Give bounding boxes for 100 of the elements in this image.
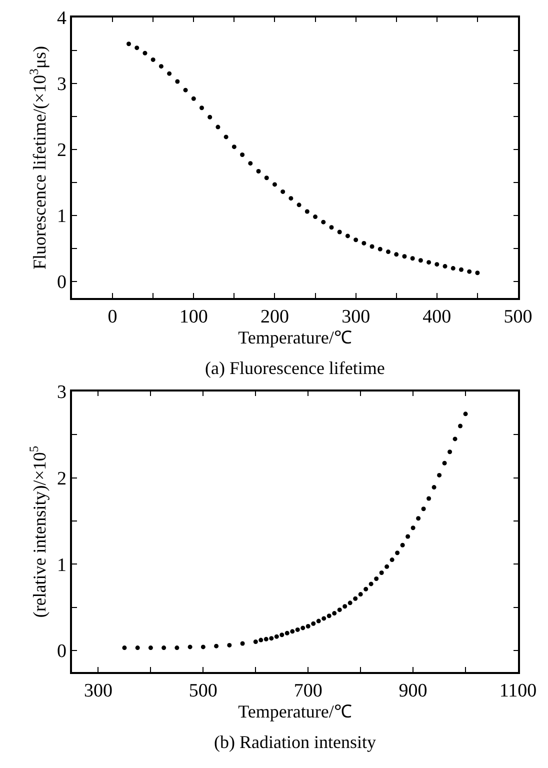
point: [458, 424, 463, 428]
text: (b) Radiation intensity: [214, 732, 376, 752]
point: [329, 225, 334, 230]
point: [418, 258, 423, 263]
point: [306, 624, 310, 628]
x-axis-title: Temperature/℃: [238, 702, 352, 722]
point: [432, 485, 436, 490]
point: [200, 106, 204, 110]
point: [342, 604, 348, 609]
point: [337, 230, 342, 234]
point: [400, 542, 405, 548]
point: [162, 646, 166, 650]
point: [410, 256, 415, 261]
point: [253, 640, 258, 644]
point: [200, 644, 206, 650]
point: [437, 472, 442, 478]
point: [390, 558, 394, 562]
x-tick-label: 100: [179, 306, 208, 328]
point: [406, 534, 410, 539]
point: [227, 642, 232, 648]
x-tick-label: 200: [260, 306, 289, 328]
point: [240, 152, 245, 158]
text: (a) Fluorescence lifetime: [205, 358, 385, 378]
point: [410, 526, 416, 530]
point: [394, 252, 399, 257]
point: [448, 450, 452, 454]
point: [296, 202, 302, 208]
point: [148, 646, 153, 650]
point: [290, 629, 295, 634]
point: [416, 516, 421, 521]
point: [337, 608, 342, 612]
point: [167, 71, 172, 76]
point: [304, 209, 310, 214]
point: [175, 79, 180, 84]
x-tick-label: 0: [108, 306, 118, 328]
point: [374, 576, 379, 582]
point: [395, 550, 400, 556]
point: [434, 262, 440, 267]
point: [452, 436, 458, 442]
point: [272, 182, 277, 187]
point: [322, 616, 326, 621]
y-tick-label: 2: [56, 140, 66, 162]
point: [316, 618, 321, 624]
point: [353, 596, 358, 601]
point: [358, 592, 363, 597]
point: [134, 46, 140, 50]
point: [216, 124, 220, 130]
y-tick-label: 1: [56, 206, 66, 228]
y-tick-label: 3: [56, 382, 66, 404]
point: [300, 626, 306, 630]
y-tick-label: 2: [56, 468, 66, 490]
point: [370, 244, 374, 249]
y-tick-label: 4: [56, 8, 67, 30]
point: [284, 630, 290, 636]
point: [183, 88, 188, 92]
point: [442, 264, 448, 269]
point: [240, 641, 245, 646]
point: [426, 496, 432, 501]
point: [280, 189, 286, 194]
point: [379, 570, 384, 575]
point: [326, 614, 332, 618]
point: [158, 64, 164, 69]
point: [458, 267, 464, 272]
point: [384, 564, 390, 569]
point: [214, 644, 219, 648]
point: [313, 214, 318, 220]
point: [256, 169, 261, 174]
y-tick-label: 1: [56, 554, 66, 576]
point: [450, 266, 456, 271]
point: [421, 506, 426, 512]
point: [426, 260, 432, 265]
point: [463, 412, 468, 416]
x-tick-label: 700: [294, 680, 322, 702]
point: [274, 634, 279, 639]
point: [280, 632, 284, 638]
x-tick-label: 1100: [499, 680, 537, 702]
point: [354, 238, 358, 242]
x-tick-label: 900: [398, 680, 428, 702]
point: [345, 234, 350, 238]
point: [378, 246, 382, 252]
x-tick-label: 300: [84, 680, 112, 702]
point: [248, 161, 253, 166]
point: [475, 270, 480, 276]
point: [402, 254, 407, 259]
point: [364, 586, 368, 592]
point: [332, 611, 337, 616]
point: [269, 636, 274, 641]
x-tick-label: 500: [188, 680, 218, 702]
point: [188, 644, 192, 650]
point: [348, 600, 352, 606]
point: [258, 638, 264, 642]
point: [311, 621, 316, 626]
y-tick-label: 0: [56, 641, 66, 662]
point: [232, 144, 236, 150]
point: [150, 57, 156, 62]
point: [135, 646, 140, 650]
y-tick-label: 0: [56, 272, 66, 294]
point: [288, 196, 294, 201]
point: [191, 96, 196, 101]
point: [368, 582, 374, 586]
